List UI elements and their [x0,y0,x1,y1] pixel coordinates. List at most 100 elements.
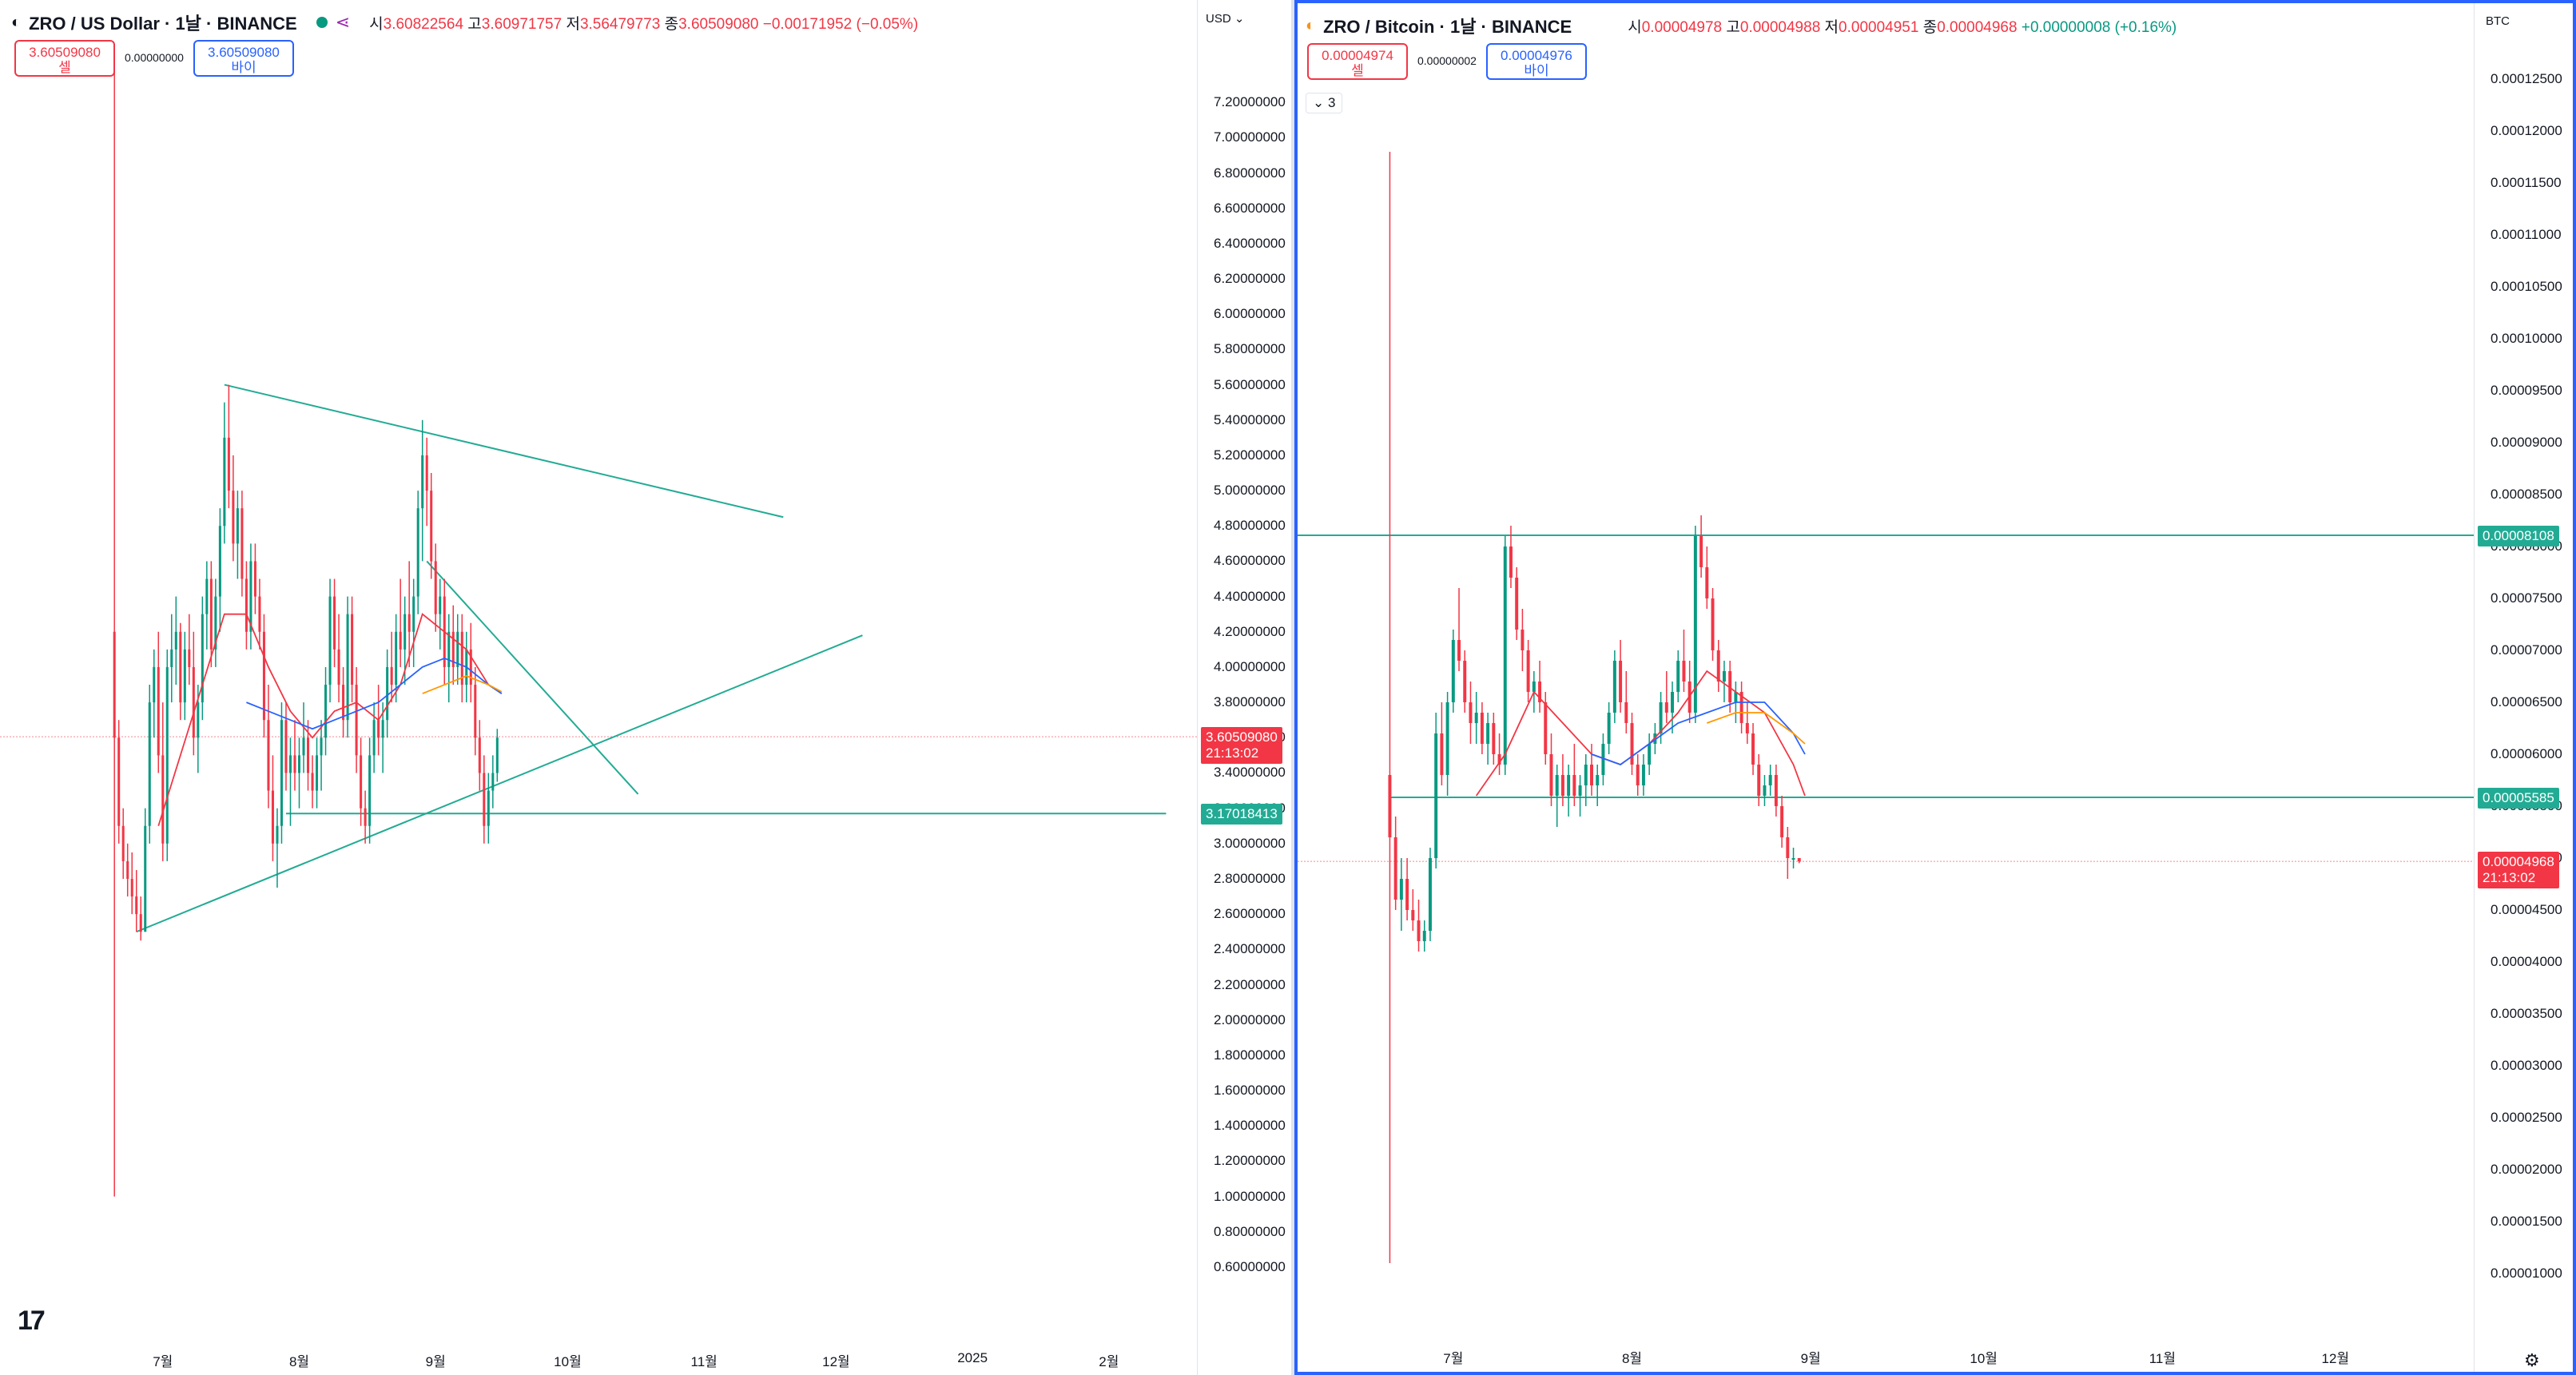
candle-body [469,649,472,686]
legend-usd: ◐ ZRO / US Dollar · 1날 · BINANCE ⋖ 시3.60… [11,10,918,35]
price-chart-usd[interactable] [0,0,1197,1375]
candle-body [126,860,129,879]
y-tick-label: 3.80000000 [1214,694,1286,710]
y-tick-label: 0.00006500 [2491,694,2562,709]
buy-button[interactable]: 0.00004976 바이 [1485,43,1587,80]
price-chart-btc[interactable] [1298,3,2474,1372]
candle-body [236,508,239,544]
ohlc-readout: 시3.60822564 고3.60971757 저3.56479773 종3.6… [369,15,919,33]
candle-body [1734,692,1738,702]
x-tick-label: 2월 [1099,1354,1119,1369]
candle-body [205,578,209,614]
candle-body [253,561,256,597]
y-tick-label: 0.00001000 [2491,1266,2562,1281]
candle-body [421,455,424,509]
candle-body [288,755,292,773]
y-tick-label: 0.00003000 [2491,1058,2562,1073]
candle-body [280,720,283,826]
candle-body [368,755,372,826]
candle-body [148,702,151,826]
spread-value: 0.00000000 [125,51,184,64]
trade-buttons-usd: 3.60509080 셀 0.00000000 3.60509080 바이 [14,40,294,77]
candle-body [218,526,221,597]
sell-button[interactable]: 0.00004974 셀 [1307,43,1408,80]
time-axis-btc[interactable]: 7월 8월 9월 10월 11월 12월 [1298,1344,2474,1372]
y-tick-label: 0.00002500 [2491,1110,2562,1125]
candle-body [425,455,428,491]
currency-selector[interactable]: USD ⌄ [1206,12,1245,26]
candle-body [478,737,481,773]
tradingview-logo[interactable]: 17 [18,1305,46,1336]
candle-body [293,755,296,773]
sell-button[interactable]: 3.60509080 셀 [14,40,115,77]
candle-body [451,631,455,667]
candle-body [1434,733,1438,858]
share-icon[interactable]: ⋖ [335,12,351,32]
price-axis-usd[interactable]: USD ⌄ 0.60000000 0.80000000 1.00000000 1.20… [1197,0,1293,1375]
candle-body [333,596,336,650]
moving-average-line [1707,712,1806,745]
change-value: −0.00171952 (−0.05%) [762,15,919,33]
level-price-label[interactable]: 3.17018413 [1201,804,1282,825]
price-axis-btc[interactable]: BTC 0.00001000 0.00001500 0.00002000 0.0000… [2474,3,2573,1372]
buy-button[interactable]: 3.60509080 바이 [193,40,294,77]
y-tick-label: 1.20000000 [1214,1153,1286,1169]
indicators-collapse-button[interactable]: ⌄ 3 [1306,93,1343,113]
candle-body [153,666,156,703]
x-tick-label: 7월 [153,1354,173,1369]
candle-body [276,825,279,844]
candle-body [262,631,265,721]
y-tick-label: 0.00012000 [2491,123,2562,138]
candle-body [144,825,147,932]
current-price-label[interactable]: 3.60509080 21:13:02 [1201,727,1282,765]
chart-pane-usd[interactable]: ◐ ZRO / US Dollar · 1날 · BINANCE ⋖ 시3.60… [0,0,1293,1375]
moving-average-line [246,657,503,730]
candle-body [307,737,310,773]
candle-body [1584,765,1588,785]
currency-selector[interactable]: BTC [2486,14,2510,28]
y-tick-label: 0.00009500 [2491,383,2562,398]
candle-body [1474,713,1478,723]
symbol-icon: ◐ [1306,16,1316,34]
candle-body [342,685,345,721]
candle-body [395,631,398,686]
candle-body [197,702,200,738]
level-price-label[interactable]: 0.00005585 [2478,787,2559,809]
trend-line [426,560,639,795]
candle-body [311,773,314,791]
time-axis-usd[interactable]: 7월 8월 9월 10월 11월 12월 2025 2월 [0,1347,1197,1375]
pane-divider[interactable] [1291,0,1294,1375]
y-tick-label: 2.80000000 [1214,871,1286,886]
chart-pane-btc[interactable]: ◐ ZRO / Bitcoin · 1날 · BINANCE 시0.000049… [1294,0,2576,1375]
candle-body [316,755,319,791]
candle-body [390,666,393,686]
change-value: +0.00000008 (+0.16%) [2021,18,2177,36]
y-tick-label: 0.00012500 [2491,71,2562,86]
candle-body [1797,858,1801,862]
y-tick-label: 4.20000000 [1214,623,1286,639]
current-price-label[interactable]: 0.00004968 21:13:02 [2478,852,2559,889]
level-price-label[interactable]: 0.00008108 [2478,525,2559,546]
y-tick-label: 0.00006000 [2491,746,2562,761]
candle-body [1664,702,1668,713]
candle-body [1745,723,1749,733]
y-tick-label: 0.00001500 [2491,1214,2562,1229]
candle-body [1544,702,1548,754]
symbol-title[interactable]: ZRO / US Dollar · 1날 · BINANCE [29,14,297,34]
y-tick-label: 5.60000000 [1214,376,1286,392]
y-tick-label: 7.00000000 [1214,129,1286,145]
trend-line [136,634,863,933]
candle-body [346,614,349,721]
candle-body [1676,661,1680,692]
candle-body [130,879,133,897]
candle-body [1682,661,1686,682]
moving-average-line [422,675,503,694]
y-tick-label: 0.00004500 [2491,902,2562,917]
candle-body [386,666,389,721]
trade-buttons-btc: 0.00004974 셀 0.00000002 0.00004976 바이 [1307,43,1587,80]
settings-gear-icon[interactable]: ⚙ [2524,1350,2540,1370]
symbol-title[interactable]: ZRO / Bitcoin · 1날 · BINANCE [1323,17,1572,37]
candle-body [135,896,138,915]
y-tick-label: 6.00000000 [1214,306,1286,322]
x-tick-label: 8월 [288,1354,310,1369]
